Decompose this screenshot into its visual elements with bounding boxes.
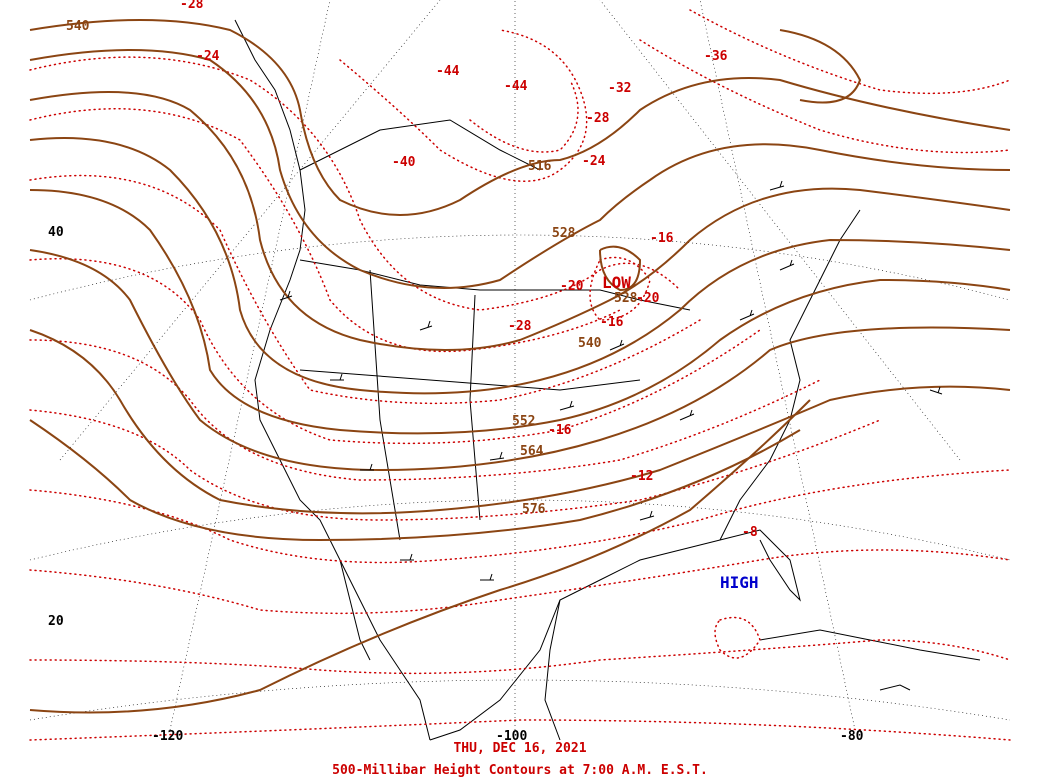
height-label: 528	[552, 226, 576, 241]
height-label: 564	[520, 444, 544, 459]
height-contours	[29, 19, 1011, 714]
temperature-label: -40	[392, 155, 416, 170]
map-date: THU, DEC 16, 2021	[453, 741, 587, 756]
temperature-label: -12	[630, 469, 653, 484]
height-labels: 540 516 528 540 552 564 576 528	[66, 19, 638, 517]
temperature-label: -24	[196, 49, 220, 64]
temperature-labels: -28 -24 -44 -44 -36 -32 -28 -40 -24 -16 …	[180, 0, 758, 540]
temperature-label: -28	[586, 111, 610, 126]
longitude-label: -100	[496, 729, 527, 744]
high-pressure-label: HIGH	[720, 573, 759, 592]
height-label: 516	[528, 159, 552, 174]
temperature-label: -44	[436, 64, 460, 79]
temperature-label: -36	[704, 49, 728, 64]
height-label: 552	[512, 414, 535, 429]
temperature-label: -44	[504, 79, 528, 94]
latitude-label: 20	[48, 614, 64, 629]
longitude-label: -120	[152, 729, 183, 744]
low-pressure-label: LOW	[602, 273, 631, 292]
temperature-label: -32	[608, 81, 631, 96]
height-label: 528	[614, 291, 638, 306]
temperature-contours	[29, 9, 1011, 741]
longitude-label: -80	[840, 729, 864, 744]
temperature-label: -20	[560, 279, 584, 294]
temperature-label: -16	[548, 423, 572, 438]
wind-barbs	[279, 180, 943, 581]
temperature-label: -28	[508, 319, 532, 334]
graticule	[29, 0, 1011, 731]
temperature-label: -20	[636, 291, 660, 306]
height-label: 576	[522, 502, 546, 517]
height-label: 540	[578, 336, 602, 351]
map-title: 500-Millibar Height Contours at 7:00 A.M…	[332, 763, 708, 778]
temperature-label: -28	[180, 0, 204, 12]
height-label: 540	[66, 19, 90, 34]
temperature-label: -24	[582, 154, 606, 169]
temperature-label: -16	[600, 315, 624, 330]
temperature-label: -16	[650, 231, 674, 246]
coastlines	[234, 19, 981, 741]
latitude-label: 40	[48, 225, 64, 240]
temperature-label: -8	[742, 525, 758, 540]
